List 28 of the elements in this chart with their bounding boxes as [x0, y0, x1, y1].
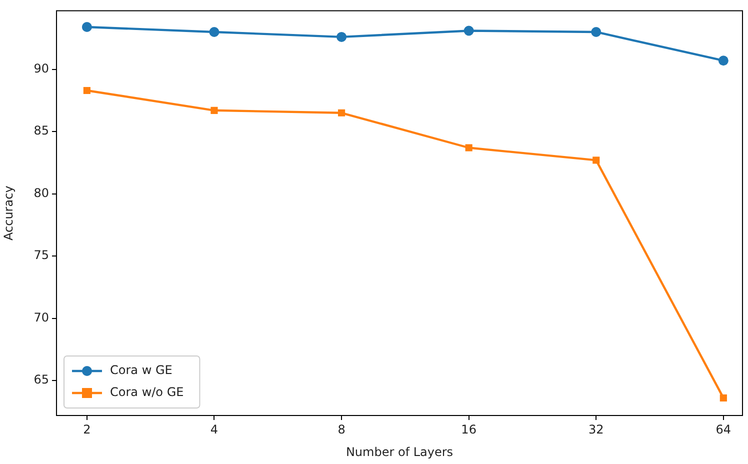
x-tick-label: 32	[588, 422, 604, 436]
x-tick-label: 16	[461, 422, 476, 436]
y-tick-label: 70	[34, 310, 49, 324]
y-tick-label: 85	[34, 124, 49, 138]
point	[718, 56, 728, 66]
y-tick-label: 75	[34, 248, 49, 262]
y-tick-label: 80	[34, 186, 49, 200]
point	[465, 144, 472, 152]
x-tick-label: 2	[83, 422, 91, 436]
legend-label: Cora w GE	[110, 363, 172, 378]
point	[591, 26, 602, 37]
point	[82, 22, 92, 32]
point	[338, 109, 346, 116]
point	[336, 32, 347, 42]
x-axis-title: Number of Layers	[346, 444, 454, 459]
y-tick-label: 65	[34, 372, 49, 387]
x-tick-label: 64	[716, 422, 732, 436]
y-axis-title: Accuracy	[1, 186, 16, 240]
x-tick-label: 8	[338, 422, 346, 436]
legend-label: Cora w/o GE	[110, 385, 184, 400]
point	[464, 26, 474, 36]
point	[83, 86, 90, 94]
point	[592, 156, 600, 164]
x-tick-label: 4	[210, 422, 218, 436]
y-tick-label: 90	[34, 61, 49, 76]
point	[720, 394, 727, 402]
point	[210, 106, 218, 114]
point	[209, 26, 220, 37]
